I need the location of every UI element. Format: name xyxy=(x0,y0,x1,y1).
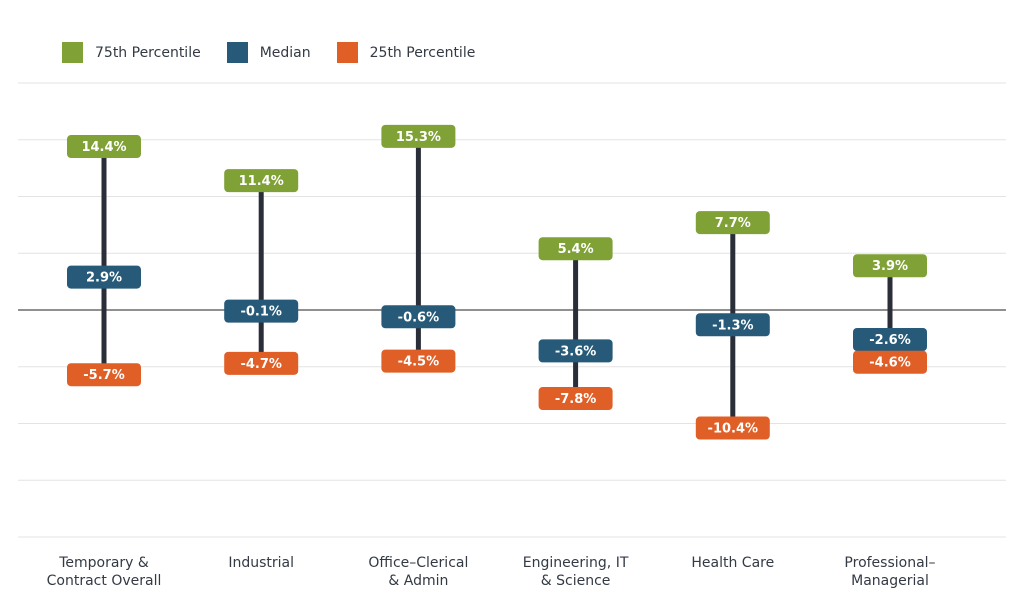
legend-swatch xyxy=(336,42,358,63)
data-label: 2.9% xyxy=(86,271,122,286)
data-label: 14.4% xyxy=(81,140,126,155)
legend-item: 75th Percentile xyxy=(62,42,201,63)
data-point-box xyxy=(695,211,770,235)
category-label: Engineering, IT & Science xyxy=(523,555,629,589)
legend-label: 25th Percentile xyxy=(369,44,476,61)
data-label: -1.3% xyxy=(712,318,753,333)
data-point-box xyxy=(538,387,613,411)
data-label: -0.1% xyxy=(240,305,281,320)
legend-item: Median xyxy=(226,42,311,63)
data-point-box xyxy=(853,254,927,278)
data-label: -3.6% xyxy=(555,344,596,359)
data-point-box xyxy=(538,237,613,261)
data-label: -2.6% xyxy=(869,333,910,348)
legend: 75th Percentile Median 25th Percentile xyxy=(62,42,501,63)
legend-item: 25th Percentile xyxy=(336,42,476,63)
legend-label: 75th Percentile xyxy=(95,44,201,61)
category-label: Professional– Managerial xyxy=(844,555,935,589)
data-label: -4.6% xyxy=(869,356,910,371)
data-point-box xyxy=(538,339,613,363)
data-label: -10.4% xyxy=(708,422,759,437)
data-point-box xyxy=(224,299,299,323)
data-point-box xyxy=(853,350,927,374)
category-label: Health Care xyxy=(691,555,774,571)
data-point-box xyxy=(67,135,141,159)
category-label: Office–Clerical & Admin xyxy=(368,555,468,589)
data-point-box xyxy=(695,416,770,440)
data-point-box xyxy=(224,351,299,375)
data-label: 3.9% xyxy=(872,259,908,274)
data-label: 11.4% xyxy=(239,174,284,189)
data-label: -4.5% xyxy=(398,355,439,370)
data-point-box xyxy=(381,305,456,329)
data-label: -0.6% xyxy=(398,310,439,325)
category-label: Temporary & Contract Overall xyxy=(47,555,162,589)
legend-swatch xyxy=(226,42,248,63)
data-label: 5.4% xyxy=(558,242,594,257)
data-label: 15.3% xyxy=(396,130,441,145)
data-point-box xyxy=(381,124,456,148)
legend-swatch xyxy=(62,42,83,63)
data-point-box xyxy=(853,328,927,352)
data-point-box xyxy=(695,313,770,337)
data-label: 7.7% xyxy=(715,216,751,231)
data-label: -5.7% xyxy=(83,368,124,383)
data-point-box xyxy=(381,349,456,373)
legend-label: Median xyxy=(259,44,311,61)
data-point-box xyxy=(67,363,141,387)
data-label: -7.8% xyxy=(555,392,596,407)
data-label: -4.7% xyxy=(240,357,281,372)
data-point-box xyxy=(224,169,299,193)
data-point-box xyxy=(67,265,141,289)
category-label: Industrial xyxy=(228,555,294,571)
